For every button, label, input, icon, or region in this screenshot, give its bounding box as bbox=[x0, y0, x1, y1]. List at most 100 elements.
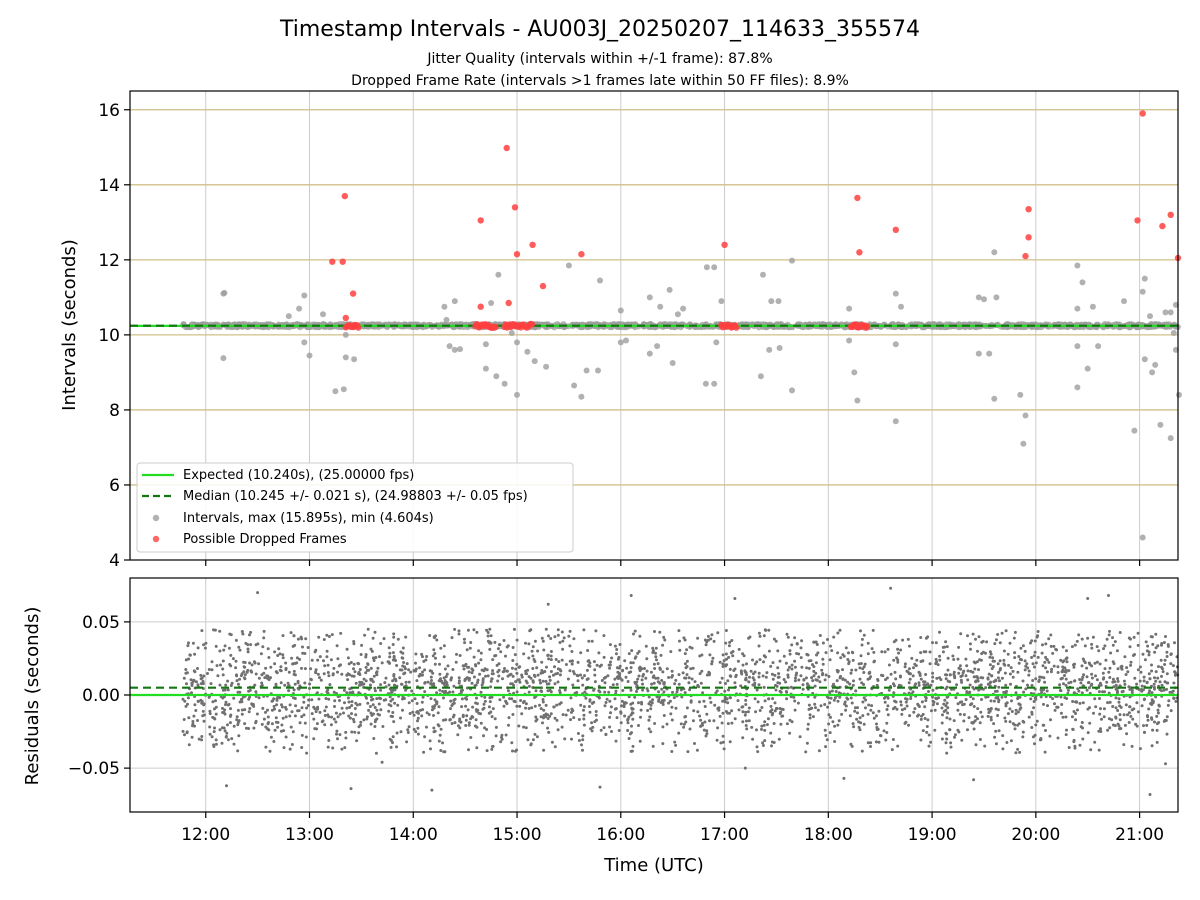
residual-point bbox=[549, 654, 553, 658]
residual-point bbox=[912, 666, 915, 670]
residual-point bbox=[210, 735, 214, 739]
residual-point bbox=[442, 644, 446, 648]
residual-point bbox=[329, 723, 333, 727]
residual-point bbox=[538, 703, 541, 707]
residual-point bbox=[683, 691, 687, 695]
residual-point bbox=[907, 691, 911, 695]
interval-point bbox=[718, 298, 725, 305]
residual-point bbox=[213, 726, 216, 730]
residual-point bbox=[733, 597, 737, 600]
residual-point bbox=[196, 719, 199, 722]
residual-point bbox=[410, 689, 414, 693]
residual-point bbox=[542, 708, 546, 712]
residual-point bbox=[943, 698, 947, 702]
residual-point bbox=[1029, 697, 1033, 701]
residual-point bbox=[807, 666, 811, 670]
residual-point bbox=[288, 703, 292, 707]
residual-point bbox=[841, 653, 845, 657]
residual-point bbox=[241, 632, 245, 636]
residual-point bbox=[454, 660, 458, 664]
residual-point bbox=[335, 729, 339, 733]
residual-point bbox=[1136, 643, 1140, 647]
residual-point bbox=[383, 681, 387, 685]
residual-point bbox=[1026, 666, 1030, 670]
residual-point bbox=[520, 675, 524, 679]
residual-point bbox=[395, 731, 399, 735]
interval-point bbox=[301, 292, 308, 299]
residual-point bbox=[631, 717, 635, 721]
residual-point bbox=[598, 664, 602, 668]
residual-point bbox=[336, 715, 340, 719]
residual-point bbox=[430, 679, 433, 682]
residual-point bbox=[923, 705, 927, 709]
residual-point bbox=[583, 690, 587, 694]
residual-point bbox=[815, 653, 818, 657]
residual-point bbox=[770, 708, 774, 712]
residual-point bbox=[1169, 709, 1173, 713]
residual-point bbox=[736, 699, 740, 703]
residual-point bbox=[838, 676, 842, 680]
residual-point bbox=[603, 681, 607, 685]
residual-point bbox=[649, 703, 653, 707]
residual-point bbox=[1154, 632, 1158, 636]
residual-point bbox=[1034, 697, 1038, 701]
residual-point bbox=[371, 697, 375, 701]
residual-point bbox=[883, 650, 887, 654]
residual-point bbox=[476, 708, 480, 712]
residual-point bbox=[393, 688, 397, 692]
residual-point bbox=[671, 690, 674, 694]
residual-point bbox=[638, 665, 642, 669]
residual-point bbox=[976, 649, 979, 653]
residual-point bbox=[461, 664, 465, 668]
residual-point bbox=[348, 706, 352, 709]
residual-point bbox=[1118, 718, 1122, 722]
residual-point bbox=[1125, 732, 1129, 736]
residual-point bbox=[826, 638, 829, 641]
residual-point bbox=[319, 678, 323, 682]
residual-point bbox=[626, 717, 630, 721]
residual-point bbox=[713, 703, 717, 707]
residual-point bbox=[310, 712, 314, 716]
residual-point bbox=[905, 669, 909, 673]
residual-point bbox=[989, 680, 993, 684]
residual-point bbox=[590, 639, 594, 643]
residual-point bbox=[654, 646, 658, 650]
x-tick-label: 14:00 bbox=[389, 825, 438, 845]
residual-point bbox=[1160, 642, 1164, 645]
residual-point bbox=[980, 698, 983, 701]
residual-point bbox=[643, 667, 646, 670]
residual-point bbox=[604, 733, 608, 737]
dropped-frame-point bbox=[349, 290, 357, 297]
residual-point bbox=[953, 735, 956, 739]
residual-point bbox=[919, 677, 923, 681]
residual-point bbox=[1147, 653, 1151, 657]
residual-point bbox=[243, 677, 247, 681]
residual-point bbox=[539, 707, 543, 711]
residual-point bbox=[228, 721, 232, 725]
residual-point bbox=[747, 706, 751, 710]
residual-point bbox=[1089, 748, 1093, 752]
residual-point bbox=[407, 668, 411, 672]
residual-point bbox=[268, 749, 272, 753]
residual-point bbox=[413, 697, 417, 701]
residual-point bbox=[1062, 682, 1065, 686]
residual-point bbox=[212, 730, 216, 734]
residual-point bbox=[263, 676, 267, 680]
residual-point bbox=[512, 699, 516, 703]
residual-point bbox=[338, 699, 341, 702]
residual-point bbox=[817, 749, 821, 753]
residual-point bbox=[654, 676, 658, 680]
residual-point bbox=[1063, 696, 1067, 700]
residual-point bbox=[987, 707, 991, 711]
residual-point bbox=[606, 674, 610, 678]
residual-point bbox=[1138, 679, 1142, 683]
residual-point bbox=[571, 670, 575, 673]
residual-point bbox=[691, 719, 695, 723]
residual-point bbox=[1103, 644, 1107, 648]
residual-point bbox=[518, 680, 522, 684]
residual-point bbox=[379, 683, 383, 687]
residual-point bbox=[629, 666, 633, 670]
residual-point bbox=[359, 653, 363, 656]
residual-point bbox=[351, 717, 355, 721]
